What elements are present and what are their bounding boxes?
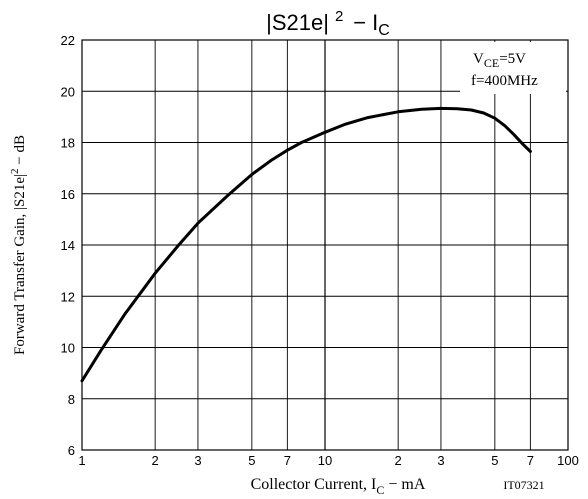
chart-title: |S21e| 2− IC	[266, 8, 390, 39]
plot-area	[81, 39, 569, 451]
x-axis-label: Collector Current, IC − mA	[251, 476, 426, 497]
y-tick-label: 10	[61, 341, 75, 356]
y-tick-label: 18	[61, 136, 75, 151]
legend-freq: f=400MHz	[471, 73, 538, 89]
y-tick-label: 20	[61, 84, 75, 99]
y-axis-label: Forward Transfer Gain, |S21e|2 − dB	[9, 135, 28, 355]
x-tick-label: 100	[557, 453, 579, 468]
x-tick-label: 5	[248, 453, 255, 468]
x-tick-label: 2	[395, 453, 402, 468]
legend-vce: VCE=5V	[473, 51, 526, 70]
x-tick-label: 10	[318, 453, 332, 468]
x-tick-label: 3	[194, 453, 201, 468]
x-tick-label: 5	[491, 453, 498, 468]
y-tick-label: 12	[61, 289, 75, 304]
y-tick-label: 22	[61, 33, 75, 48]
x-tick-label: 2	[152, 453, 159, 468]
x-tick-label: 1	[78, 453, 85, 468]
y-tick-label: 8	[68, 392, 75, 407]
figure-id: IT07321	[503, 478, 544, 492]
legend-box	[460, 42, 566, 94]
y-tick-label: 14	[61, 238, 75, 253]
x-tick-label: 3	[437, 453, 444, 468]
x-tick-label: 7	[284, 453, 291, 468]
y-tick-label: 16	[61, 187, 75, 202]
x-tick-label: 7	[527, 453, 534, 468]
y-tick-label: 6	[68, 443, 75, 458]
series-line	[80, 106, 532, 383]
grid	[82, 40, 568, 450]
